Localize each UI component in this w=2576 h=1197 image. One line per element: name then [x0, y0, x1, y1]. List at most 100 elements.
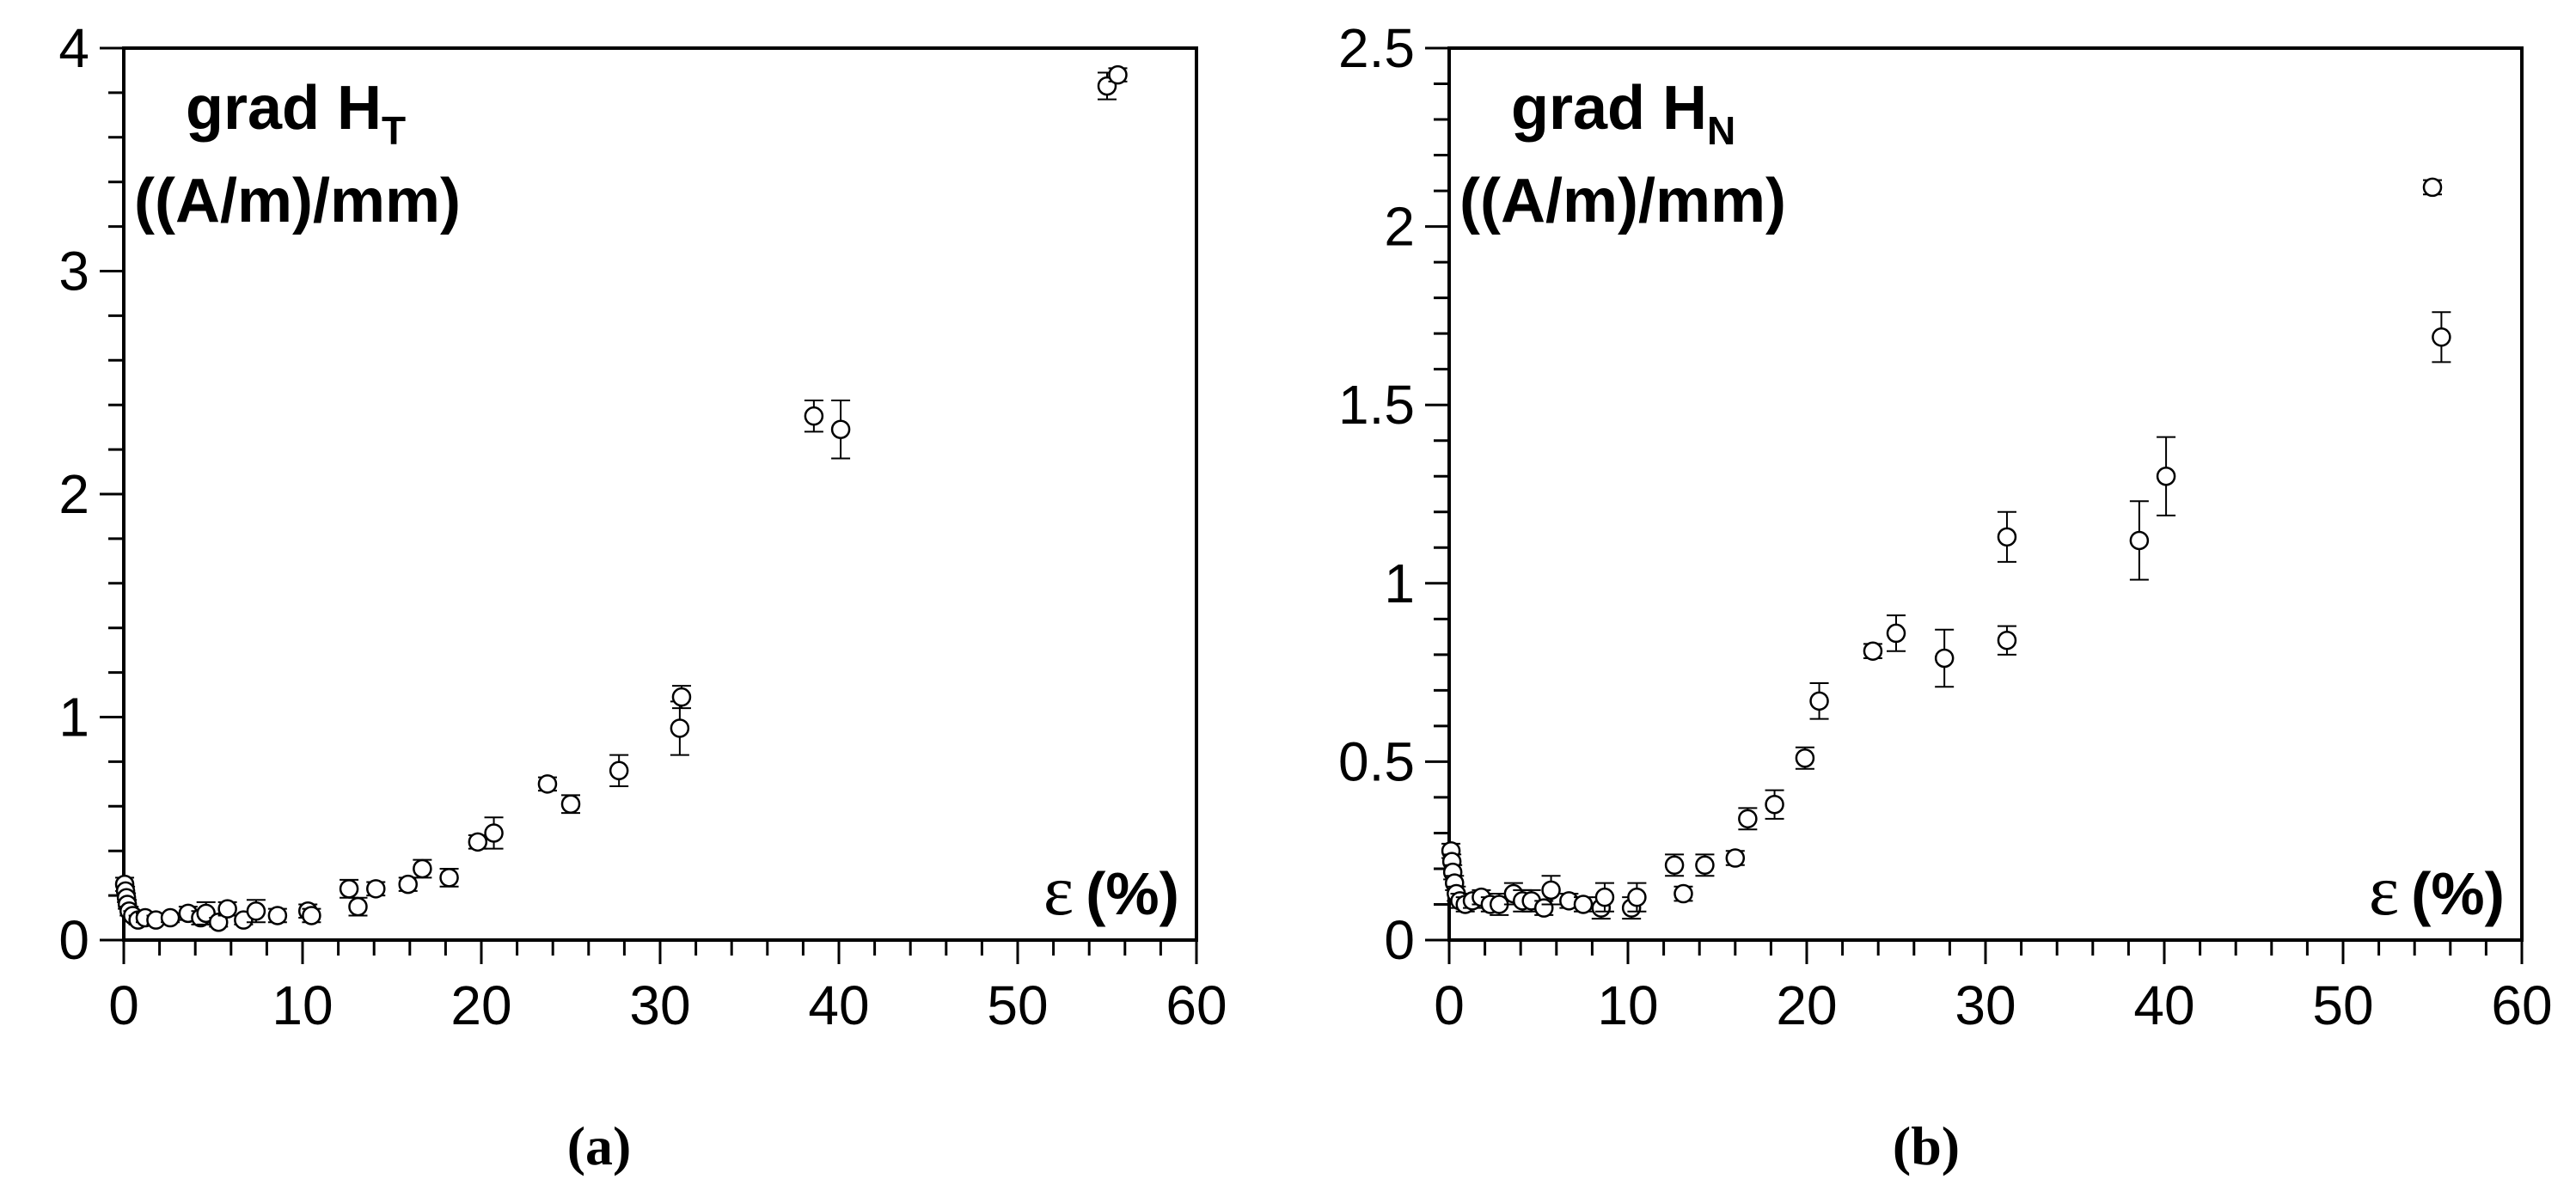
data-point-a [670, 700, 690, 756]
data-point-a [671, 685, 692, 710]
data-point-b [1765, 789, 1784, 820]
tick-labels-b: 0 10 20 30 40 50 60 0 0.5 1 1.5 2 2.5 [1338, 17, 2553, 1036]
x-tick-label-b: 60 [2491, 974, 2552, 1036]
x-tick-label-a: 0 [108, 974, 139, 1036]
data-point-b [1664, 853, 1685, 877]
data-point-b [2422, 177, 2443, 198]
data-marker-b [1997, 527, 2017, 547]
data-marker-b [1997, 630, 2017, 650]
units-label-a: ((A/m)/mm) [134, 167, 461, 235]
x-tick-label-a: 40 [808, 974, 869, 1036]
data-marker-a [560, 794, 581, 814]
data-point-a [439, 867, 459, 888]
data-point-b [1594, 882, 1615, 913]
x-tick-label-b: 20 [1776, 974, 1837, 1036]
data-marker-a [671, 687, 692, 707]
data-point-a [302, 906, 321, 925]
data-point-a [537, 774, 558, 794]
data-marker-b [1795, 748, 1815, 768]
panel-label-a: (a) [567, 1115, 632, 1176]
data-point-b [1738, 807, 1758, 831]
data-marker-a [160, 907, 181, 928]
x-tick-label-b: 50 [2312, 974, 2373, 1036]
data-marker-a [468, 832, 488, 852]
data-marker-a [413, 858, 432, 879]
y-tick-label-a: 1 [58, 687, 89, 748]
data-marker-a [398, 874, 418, 895]
data-marker-a [267, 906, 288, 925]
y-tick-label-b: 2 [1384, 196, 1415, 258]
data-marker-a [439, 868, 459, 888]
data-marker-a [366, 879, 386, 899]
data-point-a [160, 907, 181, 928]
y-tick-label-a: 4 [58, 17, 89, 79]
y-tick-label-b: 2.5 [1338, 17, 1415, 79]
data-marker-a [804, 406, 824, 426]
x-tick-label-a: 30 [629, 974, 690, 1036]
data-marker-b [2129, 530, 2150, 551]
y-tick-label-b: 0.5 [1338, 730, 1415, 792]
data-marker-b [1695, 855, 1715, 876]
data-point-b [2129, 500, 2150, 581]
data-point-b [1559, 891, 1579, 911]
data-point-b [1673, 883, 1693, 904]
data-point-b [1725, 848, 1746, 868]
data-marker-a [217, 899, 237, 919]
axis-ticks-a [100, 46, 1198, 964]
data-marker-b [1809, 691, 1829, 711]
title-sub-a: T [382, 108, 406, 153]
y-tick-label-b: 1.5 [1338, 374, 1415, 436]
data-marker-a [670, 718, 690, 738]
x-tick-label-b: 40 [2133, 974, 2194, 1036]
data-marker-a [208, 912, 229, 932]
data-point-a [339, 878, 359, 899]
data-point-a [413, 858, 432, 879]
axis-ticks-b [1425, 46, 2524, 964]
data-point-a [217, 899, 237, 919]
data-point-b [1809, 682, 1829, 720]
panel-label-b: (b) [1893, 1115, 1960, 1176]
y-tick-label-a: 0 [58, 909, 89, 971]
data-point-a [804, 400, 824, 433]
x-tick-label-a: 10 [272, 974, 333, 1036]
chart-title-a: grad HT [186, 74, 406, 153]
data-point-a [484, 816, 504, 850]
data-point-a [398, 874, 418, 895]
x-tick-label-b: 0 [1434, 974, 1465, 1036]
data-marker-a [302, 906, 321, 925]
epsilon-symbol-b: ε [2369, 851, 2399, 931]
x-tick-label-b: 30 [1955, 974, 2016, 1036]
x-axis-label-b: ε (%) [2369, 851, 2505, 931]
data-marker-b [1533, 898, 1554, 918]
data-marker-b [1594, 887, 1615, 907]
y-tick-label-a: 2 [58, 463, 89, 525]
data-marker-a [348, 896, 368, 917]
data-point-b [1997, 510, 2017, 563]
data-point-b [1934, 628, 1955, 688]
data-marker-a [830, 419, 851, 439]
data-marker-b [2156, 466, 2176, 486]
data-point-a [267, 906, 288, 925]
data-marker-b [1863, 641, 1883, 661]
data-point-a [135, 907, 156, 928]
data-points-b [1441, 177, 2451, 920]
data-point-a [1108, 64, 1128, 85]
title-main-b: grad H [1511, 74, 1707, 143]
y-tick-label-b: 1 [1384, 553, 1415, 614]
data-point-a [830, 400, 851, 460]
x-tick-label-a: 20 [450, 974, 511, 1036]
data-marker-b [1725, 848, 1746, 868]
units-label-b: ((A/m)/mm) [1459, 167, 1786, 235]
data-point-b [2432, 311, 2451, 363]
percent-unit-a: (%) [1086, 860, 1179, 927]
percent-unit-b: (%) [2411, 860, 2505, 927]
data-point-b [1886, 614, 1906, 652]
data-point-b [2156, 436, 2176, 516]
data-point-b [1573, 895, 1594, 914]
data-marker-b [1673, 883, 1693, 904]
data-marker-a [246, 901, 266, 921]
data-point-b [1627, 882, 1647, 913]
data-point-b [1863, 641, 1883, 661]
title-main-a: grad H [186, 74, 382, 143]
